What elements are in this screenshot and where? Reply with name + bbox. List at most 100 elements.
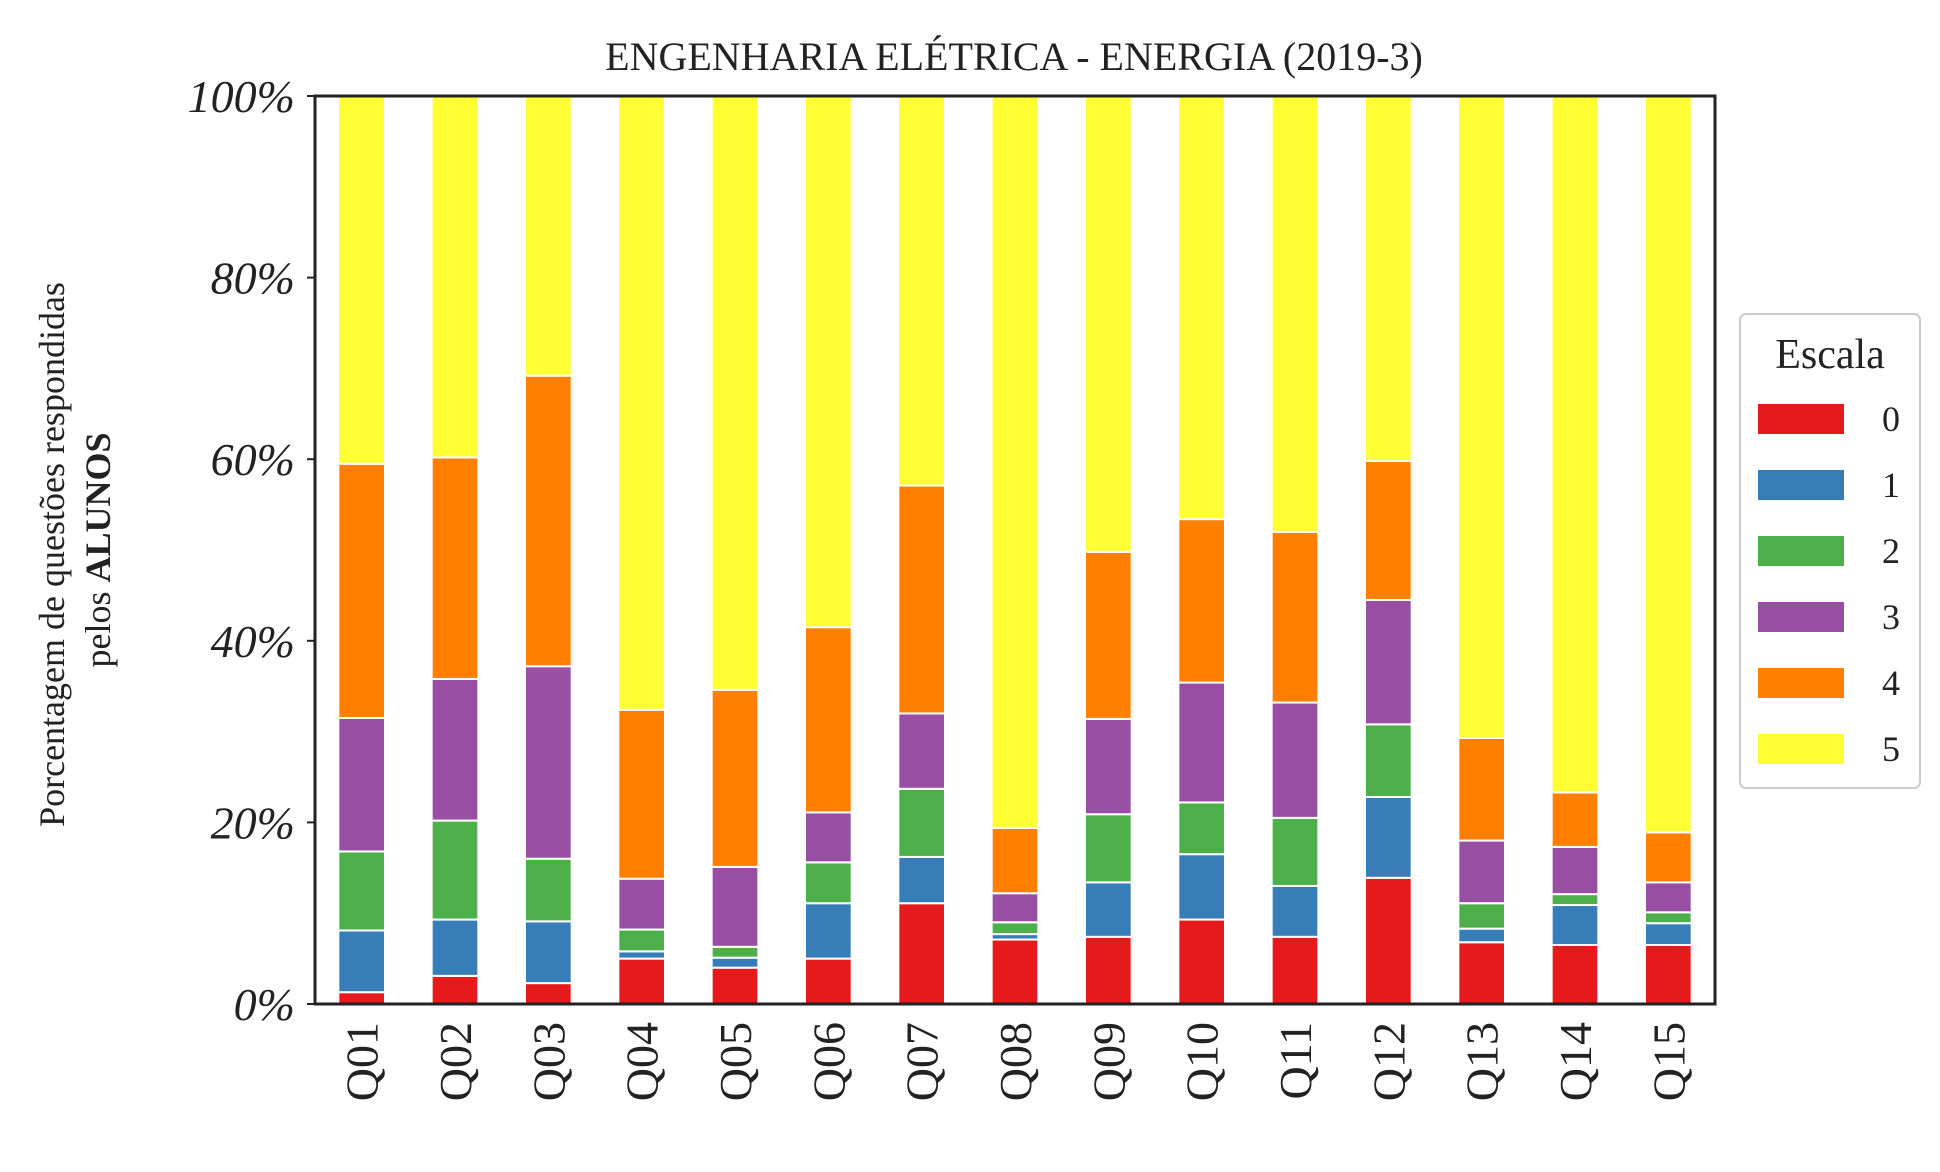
- y-tick-label: 60%: [211, 434, 295, 485]
- x-tick-label: Q07: [897, 1022, 948, 1101]
- bar-Q08-scale-2: [990, 921, 1040, 936]
- bar-Q09-scale-3: [1084, 717, 1133, 816]
- bar-Q08-scale-3: [990, 892, 1040, 924]
- bar-Q03-scale-0: [524, 982, 573, 1006]
- bar-Q13-scale-2: [1457, 902, 1507, 930]
- y-axis-label-bold: ALUNOS: [78, 432, 118, 582]
- bar-Q05-scale-5: [710, 95, 760, 691]
- bar-Q11-scale-3: [1270, 701, 1320, 819]
- x-axis: Q01 Q02 Q03 Q04 Q05 Q06 Q07 Q08 Q09 Q10 Q11 Q12 Q13 Q…: [337, 1022, 1695, 1101]
- bar-Q08-scale-4: [990, 826, 1040, 895]
- bar-Q05-scale-0: [710, 966, 760, 1005]
- legend-swatch-2: [1758, 536, 1844, 566]
- x-tick-label: Q08: [990, 1022, 1041, 1101]
- x-tick-label: Q11: [1270, 1022, 1321, 1100]
- bar-Q02-scale-1: [430, 918, 480, 977]
- bar-Q15-scale-3: [1644, 881, 1693, 914]
- y-axis-label: Porcentagem de questões respondidas pelo…: [32, 273, 118, 827]
- bar-Q06-scale-3: [804, 811, 853, 864]
- bar-Q05-scale-1: [710, 956, 760, 969]
- x-tick-label: Q15: [1643, 1022, 1694, 1101]
- chart-title: ENGENHARIA ELÉTRICA - ENERGIA (2019-3): [605, 34, 1423, 79]
- bar-Q06-scale-5: [804, 95, 853, 629]
- bars-layer: [337, 95, 1693, 1006]
- bar-Q03-scale-1: [524, 920, 573, 985]
- bar-Q03-scale-5: [524, 95, 573, 377]
- bar-Q14-scale-4: [1550, 791, 1600, 848]
- bar-Q07-scale-5: [897, 95, 946, 487]
- bar-Q09-scale-2: [1084, 813, 1133, 884]
- x-tick-label: Q01: [337, 1022, 388, 1101]
- y-tick-label: 80%: [211, 253, 295, 304]
- bar-Q10-scale-0: [1177, 918, 1227, 1006]
- bar-Q03-scale-2: [524, 857, 573, 923]
- bar-Q01-scale-4: [337, 462, 387, 719]
- bar-Q04-scale-4: [617, 708, 666, 880]
- bar-Q07-scale-1: [897, 855, 946, 905]
- bar-Q14-scale-1: [1550, 904, 1600, 946]
- bar-Q06-scale-4: [804, 626, 853, 814]
- y-tick-label: 20%: [211, 797, 295, 848]
- bar-Q01-scale-3: [337, 716, 387, 853]
- bar-Q02-scale-4: [430, 456, 480, 680]
- y-axis: 0% 20% 40% 60% 80% 100%: [188, 71, 315, 1030]
- bar-Q02-scale-2: [430, 819, 480, 921]
- bar-Q04-scale-3: [617, 877, 666, 931]
- x-tick-label: Q03: [523, 1022, 574, 1101]
- bar-Q05-scale-3: [710, 865, 760, 948]
- x-tick-label: Q10: [1177, 1022, 1228, 1101]
- x-tick-label: Q13: [1457, 1022, 1508, 1101]
- bar-Q12-scale-0: [1364, 876, 1413, 1006]
- y-tick-label: 40%: [211, 616, 295, 667]
- legend-swatch-5: [1758, 734, 1844, 764]
- bar-Q06-scale-1: [804, 902, 853, 960]
- legend-label-5: 5: [1882, 729, 1900, 769]
- bar-Q15-scale-5: [1644, 95, 1693, 834]
- bar-Q09-scale-1: [1084, 881, 1133, 938]
- bar-Q03-scale-4: [524, 374, 573, 668]
- bar-Q13-scale-5: [1457, 95, 1507, 739]
- bar-Q15-scale-0: [1644, 943, 1693, 1005]
- bar-Q11-scale-1: [1270, 884, 1320, 938]
- bar-Q04-scale-1: [617, 950, 666, 960]
- bar-Q07-scale-0: [897, 902, 946, 1005]
- legend: Escala 0 1 2 3 4 5: [1739, 313, 1921, 789]
- bar-Q02-scale-0: [430, 974, 480, 1005]
- bar-Q10-scale-3: [1177, 681, 1227, 804]
- bar-Q10-scale-1: [1177, 853, 1227, 921]
- bar-Q07-scale-2: [897, 787, 946, 858]
- bar-Q13-scale-4: [1457, 736, 1507, 842]
- bar-Q11-scale-0: [1270, 935, 1320, 1005]
- legend-label-0: 0: [1882, 399, 1900, 439]
- bar-Q14-scale-2: [1550, 893, 1600, 907]
- x-tick-label: Q14: [1550, 1022, 1601, 1101]
- bar-Q01-scale-0: [337, 991, 387, 1005]
- bar-Q14-scale-3: [1550, 845, 1600, 896]
- bar-Q12-scale-4: [1364, 460, 1413, 601]
- legend-swatch-0: [1758, 404, 1844, 434]
- x-tick-label: Q02: [430, 1022, 481, 1101]
- bar-Q04-scale-5: [617, 95, 666, 711]
- bar-Q05-scale-2: [710, 945, 760, 959]
- bar-Q05-scale-4: [710, 688, 760, 868]
- y-axis-label-line2: pelos ALUNOS: [78, 432, 118, 667]
- legend-label-1: 1: [1882, 465, 1900, 505]
- bar-Q14-scale-0: [1550, 943, 1600, 1005]
- bar-Q06-scale-0: [804, 957, 853, 1005]
- bar-Q02-scale-5: [430, 95, 480, 459]
- bar-Q11-scale-2: [1270, 816, 1320, 887]
- bar-Q01-scale-2: [337, 850, 387, 932]
- legend-title: Escala: [1775, 332, 1885, 378]
- bar-Q09-scale-5: [1084, 95, 1133, 553]
- legend-label-2: 2: [1882, 531, 1900, 571]
- bar-Q10-scale-5: [1177, 95, 1227, 521]
- bar-Q10-scale-4: [1177, 518, 1227, 684]
- bar-Q13-scale-1: [1457, 927, 1507, 944]
- x-tick-label: Q09: [1083, 1022, 1134, 1101]
- y-tick-label: 100%: [188, 71, 295, 122]
- y-axis-label-prefix: pelos: [78, 583, 118, 668]
- legend-swatch-3: [1758, 602, 1844, 632]
- bar-Q12-scale-2: [1364, 723, 1413, 798]
